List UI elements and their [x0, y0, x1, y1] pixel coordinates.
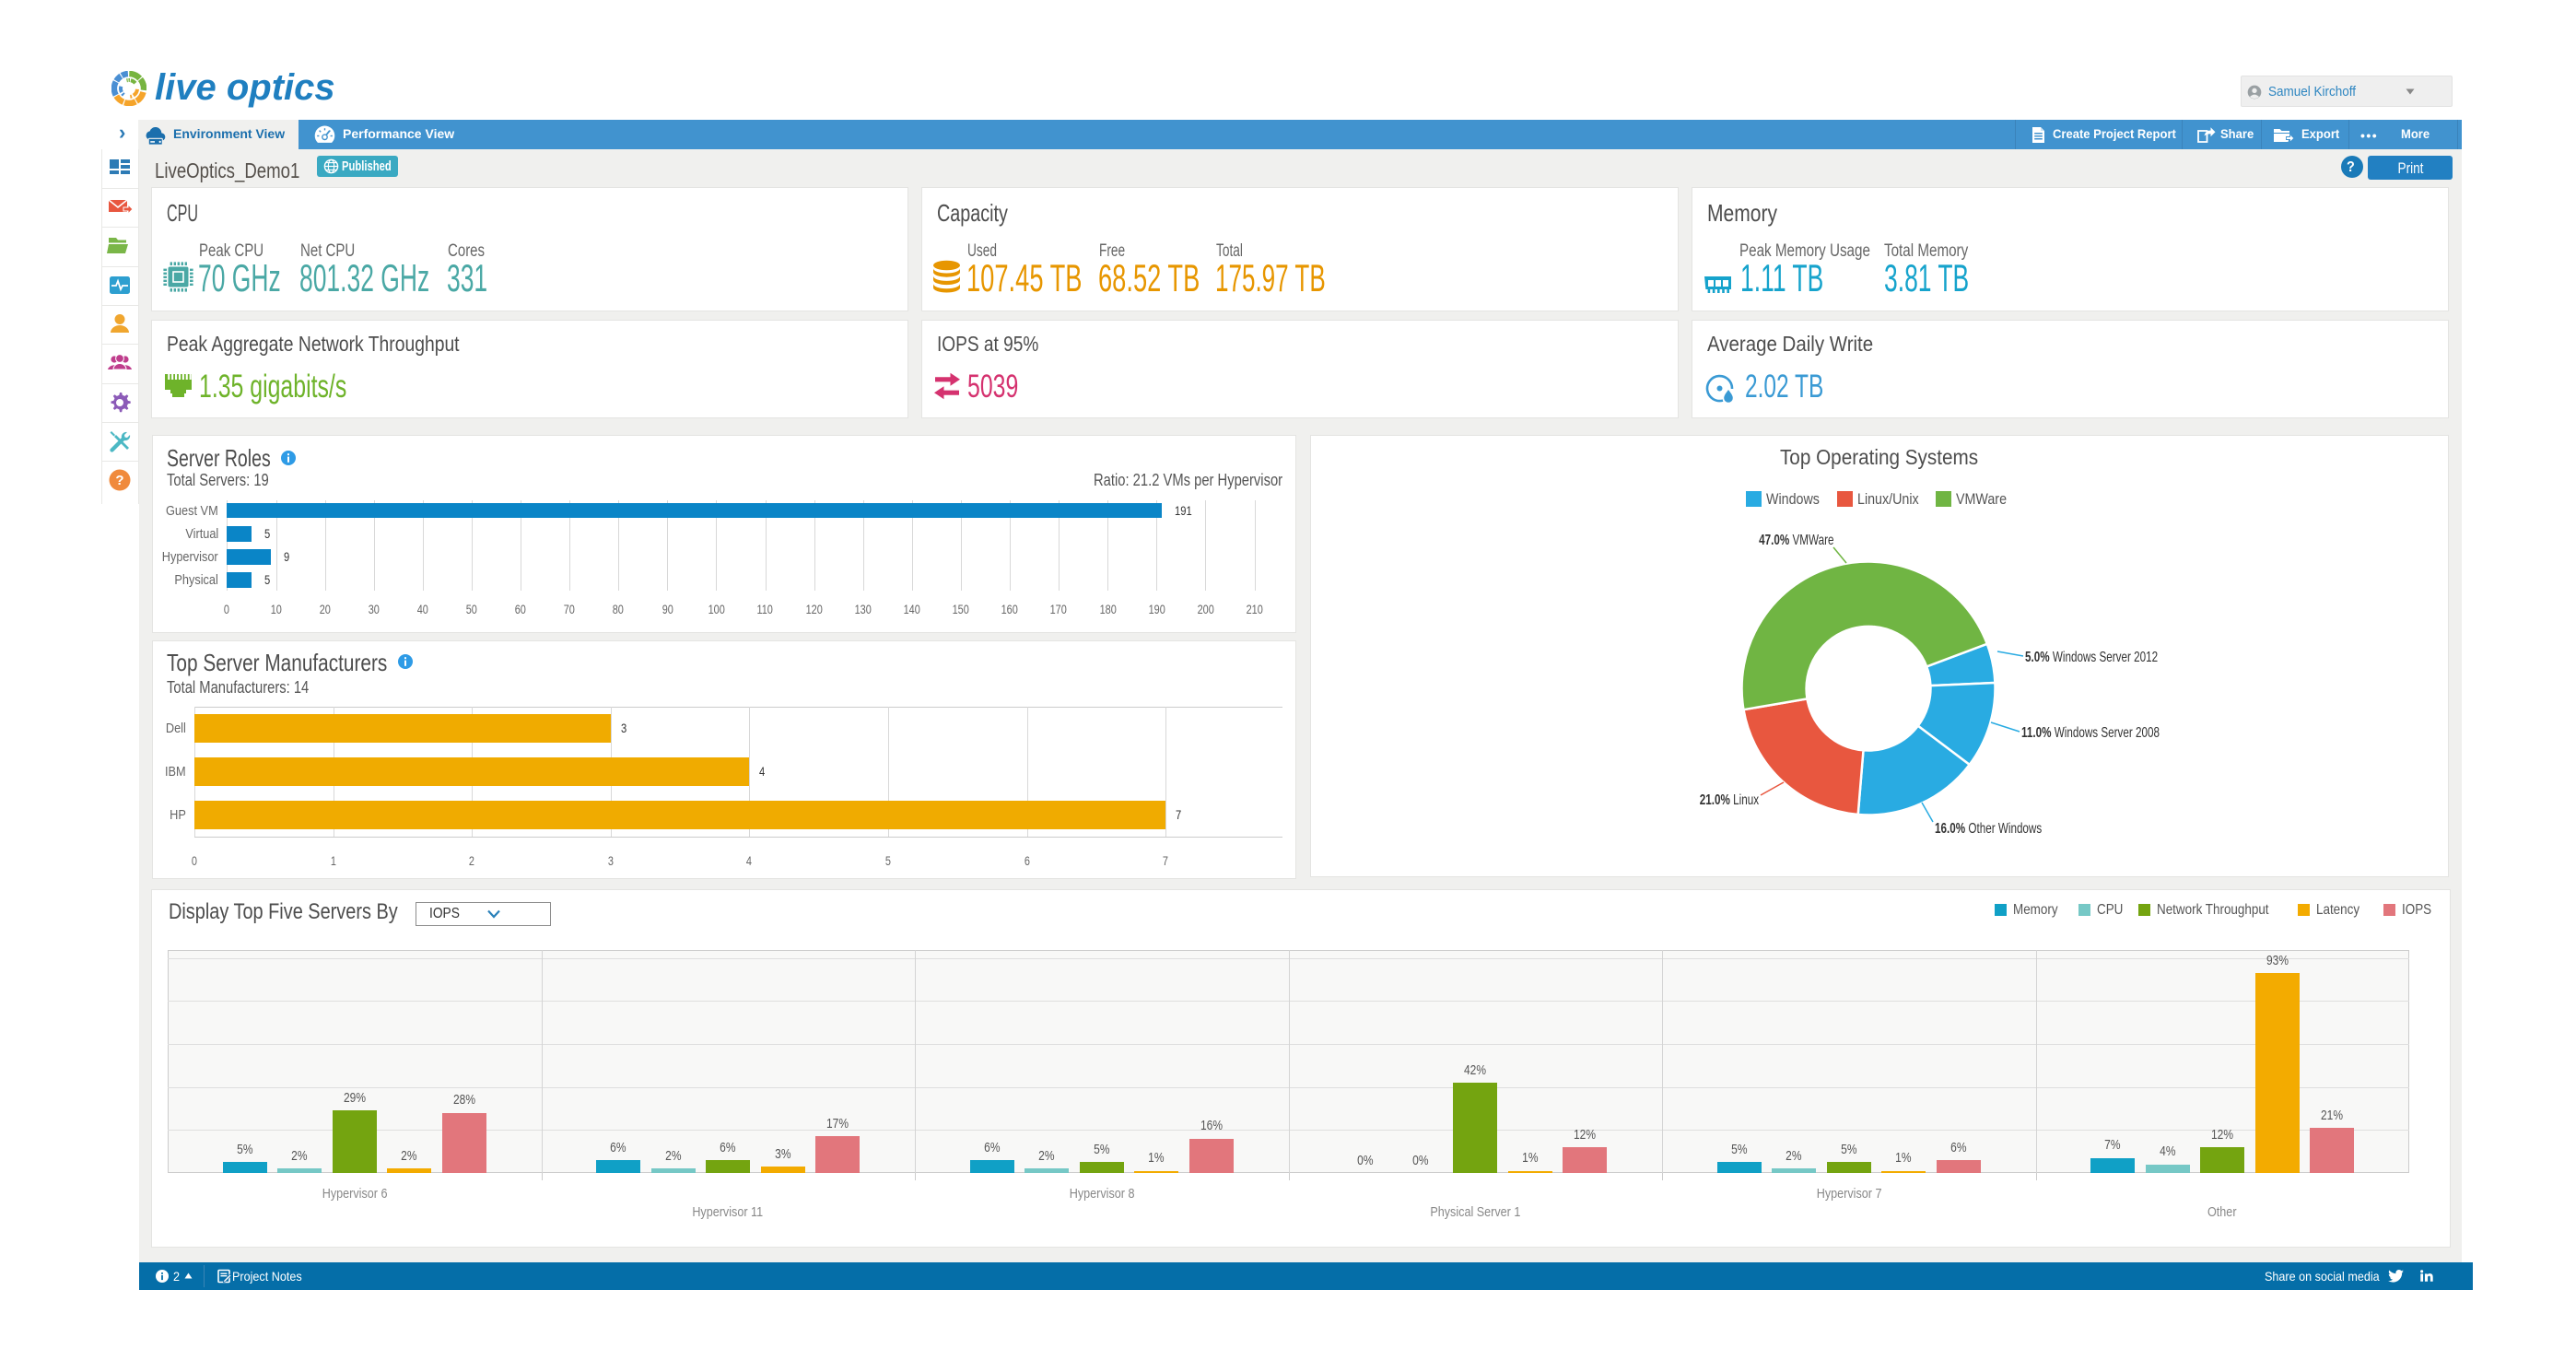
svg-text:?: ?: [115, 473, 123, 488]
